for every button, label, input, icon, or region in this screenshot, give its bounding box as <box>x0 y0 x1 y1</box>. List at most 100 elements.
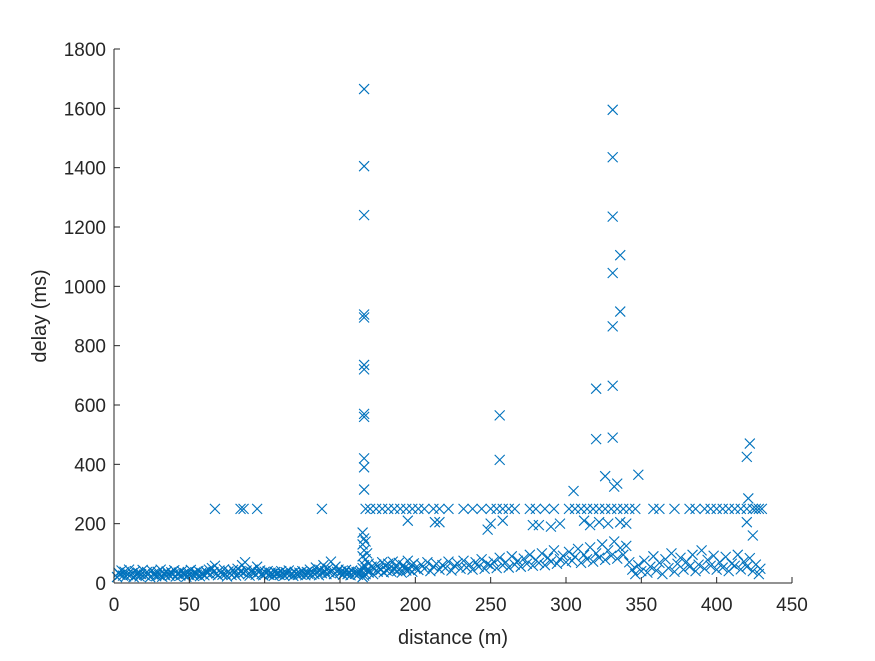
data-point <box>732 549 744 561</box>
data-point <box>607 432 619 444</box>
data-point <box>602 518 614 530</box>
data-point <box>539 503 551 515</box>
data-point <box>358 411 370 423</box>
data-point <box>443 503 454 515</box>
x-ticks: 0 50 100 150 200 250 300 350 400 450 <box>109 577 808 616</box>
data-point <box>539 559 551 571</box>
data-point <box>403 564 415 576</box>
data-point <box>575 557 587 569</box>
data-point <box>545 521 557 533</box>
data-point <box>654 557 665 569</box>
data-point <box>494 454 506 466</box>
data-point <box>394 503 406 515</box>
y-tick-label: 1800 <box>64 40 106 61</box>
x-tick-label: 0 <box>109 595 120 616</box>
x-tick-label: 450 <box>776 595 808 616</box>
data-point <box>418 563 430 575</box>
data-point <box>607 151 619 163</box>
data-point <box>705 560 717 572</box>
x-tick-label: 300 <box>550 595 582 616</box>
data-point <box>361 547 373 559</box>
data-point <box>696 544 707 556</box>
data-point <box>632 559 644 571</box>
data-point <box>607 267 619 279</box>
data-point <box>402 515 414 527</box>
data-point <box>406 503 418 515</box>
data-point <box>587 503 599 515</box>
data-point <box>569 503 581 515</box>
data-point <box>358 453 370 464</box>
data-point <box>506 550 518 562</box>
data-point <box>641 567 653 579</box>
data-point <box>370 503 382 515</box>
data-point <box>482 558 494 570</box>
data-point <box>533 557 545 569</box>
data-point <box>479 563 491 575</box>
data-point <box>623 556 635 568</box>
data-point <box>360 503 372 515</box>
data-point <box>358 364 370 375</box>
data-point <box>578 515 590 527</box>
data-point <box>536 547 548 559</box>
data-point <box>364 503 376 515</box>
x-tick-label: 350 <box>625 595 657 616</box>
data-point <box>545 556 557 568</box>
data-point <box>358 484 370 495</box>
data-markers <box>111 83 768 583</box>
data-point <box>452 558 463 569</box>
data-point <box>551 558 563 570</box>
data-point <box>651 565 662 576</box>
data-point <box>281 568 293 580</box>
data-point <box>518 553 530 565</box>
y-tick-label: 1200 <box>64 218 106 239</box>
data-point <box>358 83 370 95</box>
data-point <box>476 503 488 515</box>
data-point <box>605 550 617 562</box>
data-point <box>647 503 659 515</box>
data-point <box>491 503 503 515</box>
data-point <box>467 503 478 515</box>
x-tick-label: 150 <box>324 595 356 616</box>
data-point <box>602 544 614 556</box>
data-point <box>756 503 768 515</box>
data-point <box>235 503 246 515</box>
data-point <box>699 563 711 575</box>
data-point <box>747 530 759 541</box>
data-point <box>620 540 632 552</box>
data-point <box>593 516 605 528</box>
data-point <box>693 559 704 570</box>
data-point <box>360 536 372 547</box>
data-point <box>581 503 593 515</box>
data-point <box>742 493 754 504</box>
data-point <box>644 561 656 573</box>
x-tick-label: 400 <box>701 595 733 616</box>
data-point <box>358 160 370 172</box>
data-point <box>741 516 753 528</box>
data-point <box>409 562 421 574</box>
data-point <box>434 564 445 576</box>
data-point <box>358 461 370 473</box>
data-point <box>617 549 629 561</box>
data-point <box>599 554 611 566</box>
data-point <box>599 470 611 482</box>
data-point <box>530 503 542 515</box>
data-point <box>747 565 759 577</box>
data-point <box>587 556 599 568</box>
data-point <box>563 503 575 515</box>
data-point <box>632 469 644 481</box>
y-tick-label: 1400 <box>64 159 106 180</box>
data-point <box>494 552 506 564</box>
data-point <box>358 312 370 323</box>
data-point <box>669 503 680 515</box>
data-point <box>429 516 441 528</box>
data-point <box>443 556 454 568</box>
data-point <box>735 563 747 575</box>
data-point <box>629 503 641 515</box>
data-point <box>485 503 497 515</box>
data-point <box>717 562 729 573</box>
data-point <box>376 503 388 515</box>
y-tick-label: 600 <box>74 396 106 417</box>
data-point <box>663 562 674 574</box>
data-point <box>617 503 629 515</box>
data-point <box>741 503 753 515</box>
